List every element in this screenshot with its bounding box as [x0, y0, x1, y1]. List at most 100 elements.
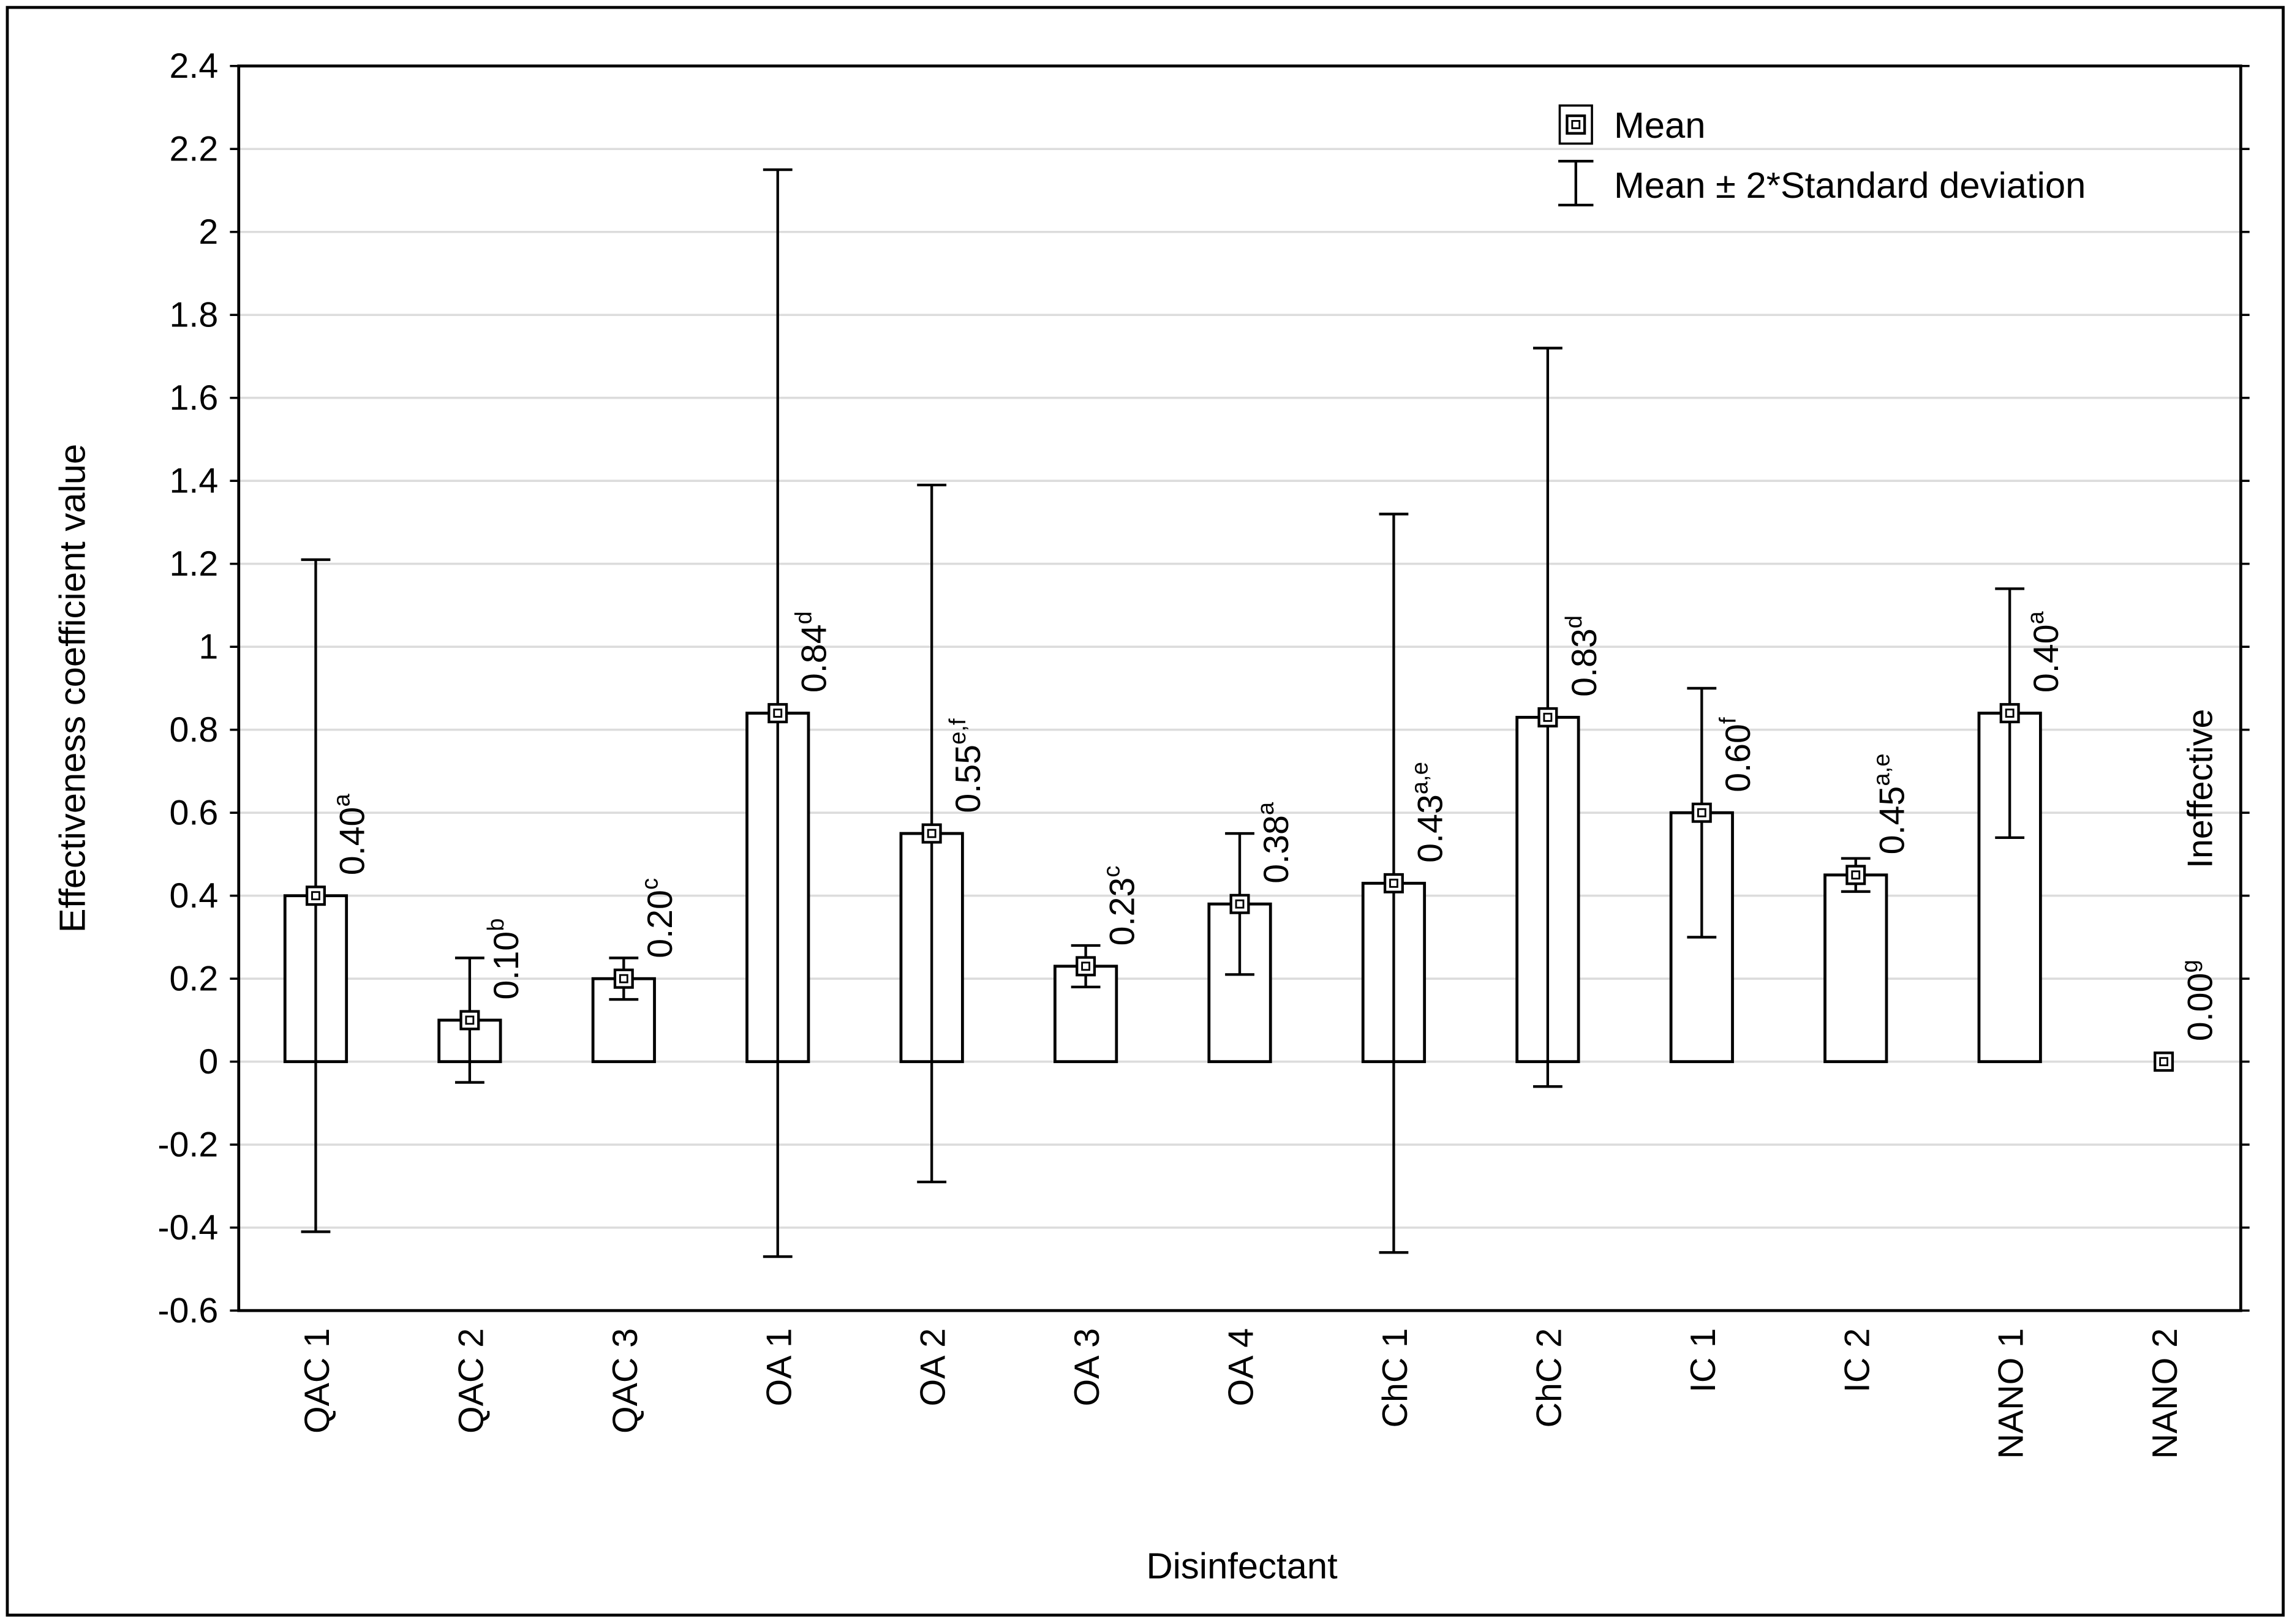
- mean-marker: [767, 703, 788, 724]
- y-tick-label: 0.8: [170, 710, 219, 750]
- annotation-superscript: a,e: [1869, 753, 1895, 786]
- annotation: 0.83d: [1561, 615, 1604, 697]
- annotation-superscript: g: [2177, 960, 2203, 972]
- x-tick-label: OA 1: [760, 1328, 799, 1407]
- annotation-value: 0.23: [1103, 878, 1142, 946]
- y-tick-label: 0.6: [170, 793, 219, 832]
- y-tick-label: 2.2: [170, 129, 219, 168]
- mean-marker-inner: [619, 974, 628, 983]
- mean-marker: [1999, 703, 2020, 724]
- mean-marker-inner: [1235, 899, 1245, 909]
- legend-label: Mean: [1614, 105, 1706, 146]
- annotation: 0.84d: [791, 611, 834, 693]
- annotation-value: 0.38: [1257, 815, 1296, 884]
- mean-marker: [921, 823, 942, 844]
- annotation: 0.23c: [1099, 866, 1142, 946]
- legend-marker-box: [1558, 104, 1593, 145]
- y-tick-label: 2: [198, 212, 218, 252]
- mean-marker: [1076, 956, 1096, 977]
- mean-marker: [613, 968, 634, 989]
- y-tick-label: 1: [198, 627, 218, 666]
- mean-marker-inner: [1851, 870, 1861, 880]
- mean-marker: [1537, 707, 1558, 727]
- annotation: 0.40a: [328, 794, 372, 876]
- annotation-superscript: a: [2022, 611, 2049, 624]
- annotation-superscript: a: [1253, 802, 1279, 815]
- bar: [1823, 873, 1888, 1064]
- y-tick-label: -0.4: [157, 1208, 218, 1247]
- mean-marker: [1691, 802, 1712, 823]
- mean-marker: [1229, 893, 1250, 914]
- mean-marker: [1383, 873, 1404, 893]
- y-tick-label: 2.4: [170, 47, 219, 86]
- mean-marker-inner: [2159, 1057, 2169, 1067]
- x-tick-label: OA 3: [1068, 1328, 1107, 1407]
- annotation-value: 0.00: [2181, 973, 2220, 1042]
- annotation-superscript: c: [1099, 866, 1125, 878]
- x-tick-label: QAC 2: [451, 1328, 491, 1434]
- mean-marker-inner: [311, 891, 320, 901]
- plot-area: [237, 64, 2242, 1312]
- annotation-note: Ineffective: [2181, 709, 2220, 869]
- annotation-value: 0.40: [333, 807, 372, 876]
- annotation: 0.20c: [636, 878, 680, 958]
- x-tick-label: OA 2: [914, 1328, 953, 1407]
- x-tick-label: QAC 1: [298, 1328, 337, 1434]
- annotation-superscript: f: [1714, 717, 1741, 724]
- y-tick-label: 0.2: [170, 959, 219, 998]
- legend-marker: [1566, 114, 1586, 135]
- annotation-value: 0.43: [1411, 794, 1450, 863]
- y-tick-label: 0.4: [170, 876, 219, 915]
- mean-marker: [2154, 1051, 2174, 1072]
- mean-marker-inner: [927, 829, 937, 838]
- x-tick-label: IC 2: [1838, 1328, 1877, 1393]
- frame: [6, 6, 2285, 1617]
- annotation-value: 0.40: [2027, 624, 2066, 693]
- mean-marker-inner: [1389, 878, 1398, 888]
- annotation-superscript: a,e: [1406, 762, 1433, 794]
- annotation: 0.45a,e: [1869, 753, 1912, 854]
- mean-marker-inner: [773, 709, 783, 718]
- annotation-value: 0.60: [1719, 724, 1758, 792]
- annotation-value: 0.83: [1565, 628, 1604, 697]
- x-tick-label: NANO 2: [2146, 1328, 2185, 1459]
- annotation-value: 0.55: [949, 745, 988, 813]
- y-tick-label: 1.4: [170, 461, 219, 500]
- y-tick-label: 1.2: [170, 544, 219, 584]
- annotation-superscript: d: [1561, 615, 1587, 628]
- y-tick-label: 1.6: [170, 378, 219, 418]
- annotation-value: 0.10: [487, 931, 526, 1000]
- y-tick-label: 1.8: [170, 295, 219, 334]
- mean-marker: [459, 1010, 480, 1031]
- annotation-superscript: d: [791, 611, 817, 624]
- x-tick-label: OA 4: [1222, 1328, 1261, 1407]
- mean-marker-inner: [2005, 709, 2015, 718]
- mean-marker-inner: [1081, 961, 1091, 971]
- x-tick-label: NANO 1: [1992, 1328, 2031, 1459]
- annotation: 0.38a: [1253, 802, 1296, 884]
- annotation: 0.10b: [483, 919, 526, 1000]
- mean-marker-inner: [1543, 712, 1553, 722]
- legend-marker-inner: [1571, 119, 1581, 129]
- annotation: 0.40a: [2022, 611, 2066, 693]
- y-axis-title: Effectiveness coefficient value: [52, 444, 93, 933]
- y-tick-label: 0: [198, 1042, 218, 1081]
- annotation-superscript: a: [328, 794, 355, 807]
- annotation: 0.00g: [2177, 960, 2220, 1041]
- bar: [1053, 964, 1118, 1064]
- x-axis-title: Disinfectant: [1146, 1546, 1338, 1587]
- annotation: 0.60f: [1714, 717, 1758, 792]
- annotation-value: 0.84: [795, 624, 834, 693]
- y-tick-label: -0.6: [157, 1291, 218, 1330]
- legend-label: Mean ± 2*Standard deviation: [1614, 165, 2086, 206]
- annotation-superscript: c: [636, 878, 663, 890]
- x-tick-label: QAC 3: [606, 1328, 645, 1434]
- mean-marker: [1845, 865, 1866, 885]
- annotation-value: 0.20: [641, 890, 680, 958]
- x-tick-label: ChC 1: [1376, 1328, 1415, 1428]
- mean-marker-inner: [1697, 808, 1706, 818]
- annotation-value: 0.45: [1873, 786, 1912, 855]
- x-tick-label: ChC 2: [1529, 1328, 1569, 1428]
- annotation-superscript: e,f: [944, 718, 971, 745]
